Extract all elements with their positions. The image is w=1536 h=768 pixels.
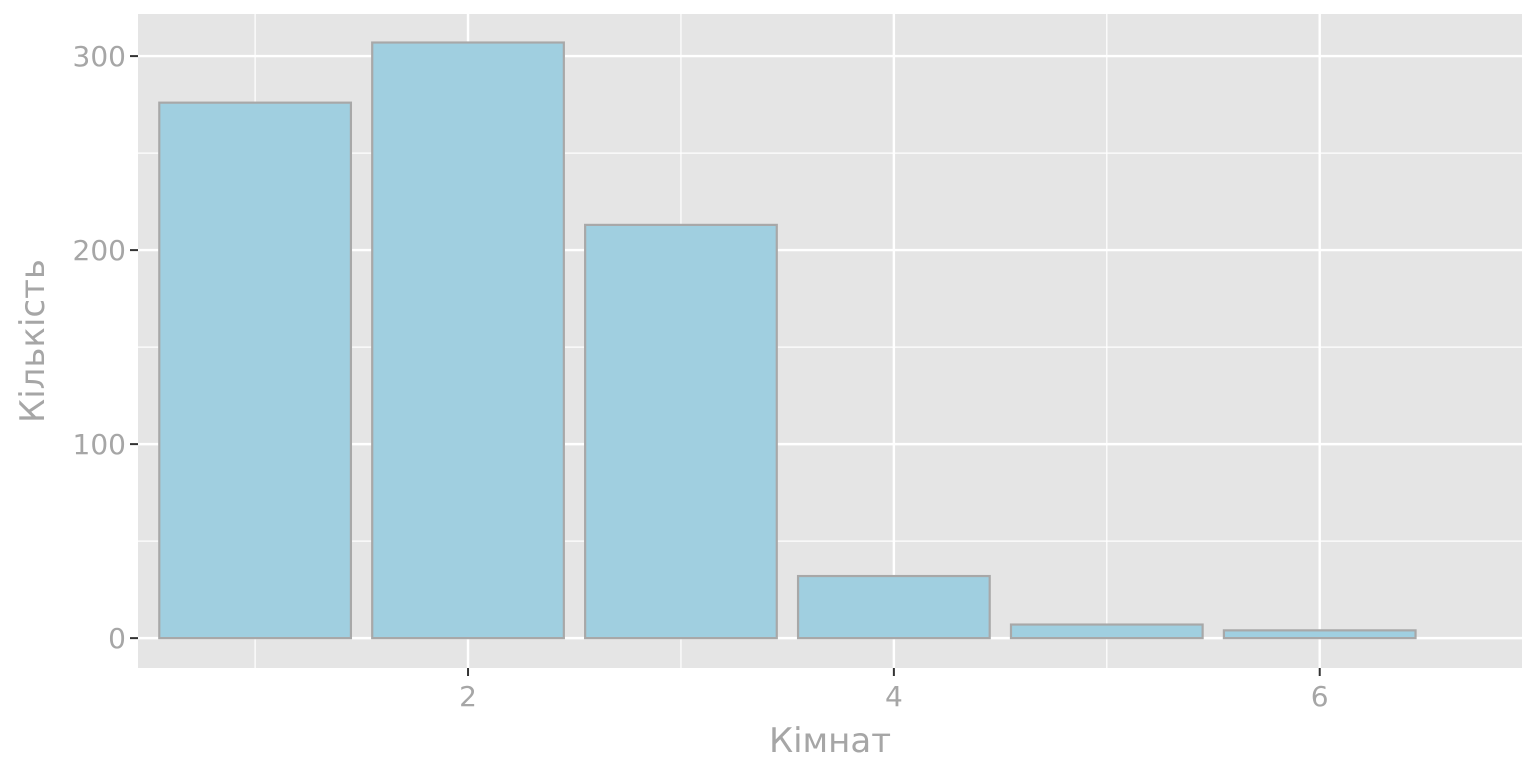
bar-rooms-2 — [371, 41, 565, 640]
x-axis-title: Кімнат — [769, 721, 891, 761]
plot-panel — [138, 14, 1522, 668]
y-axis-title: Кількість — [13, 259, 53, 423]
y-tick-label: 200 — [73, 234, 126, 267]
bar-rooms-5 — [1009, 623, 1204, 640]
x-tick-label: 6 — [1311, 680, 1329, 713]
y-tick-label: 0 — [108, 622, 126, 655]
bar-rooms-3 — [584, 223, 778, 640]
y-axis-ticks: 0 100 200 300 — [73, 40, 138, 655]
x-axis-ticks: 2 4 6 — [459, 668, 1329, 713]
bar-rooms-6 — [1222, 629, 1417, 640]
x-tick-label: 2 — [459, 680, 477, 713]
bars — [158, 41, 1417, 640]
bar-rooms-4 — [796, 574, 991, 640]
bar-rooms-1 — [158, 101, 353, 640]
y-tick-label: 300 — [73, 40, 126, 73]
x-tick-label: 4 — [885, 680, 903, 713]
y-tick-label: 100 — [73, 428, 126, 461]
